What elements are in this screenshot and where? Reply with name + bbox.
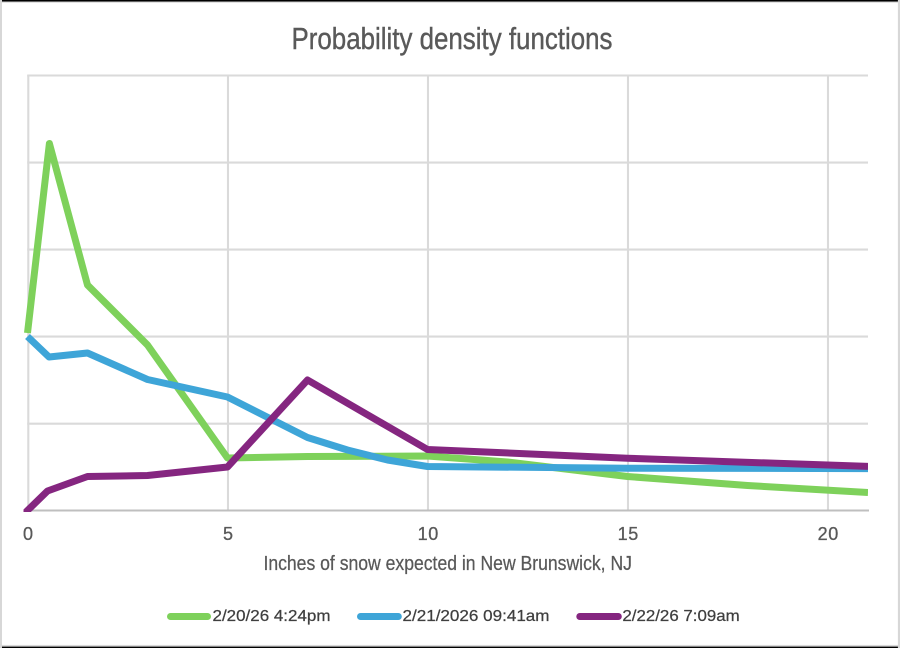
- svg-text:Probability density functions: Probability density functions: [292, 21, 613, 56]
- svg-text:2/21/2026 09:41am: 2/21/2026 09:41am: [403, 608, 550, 625]
- svg-text:2/20/26 4:24pm: 2/20/26 4:24pm: [213, 608, 331, 625]
- svg-text:20: 20: [818, 524, 839, 544]
- svg-text:5: 5: [223, 524, 234, 544]
- svg-text:Inches of snow expected in New: Inches of snow expected in New Brunswick…: [263, 553, 632, 575]
- svg-text:0: 0: [23, 524, 34, 544]
- svg-text:10: 10: [418, 524, 439, 544]
- svg-text:2/22/26 7:09am: 2/22/26 7:09am: [622, 608, 739, 625]
- svg-text:15: 15: [618, 524, 639, 544]
